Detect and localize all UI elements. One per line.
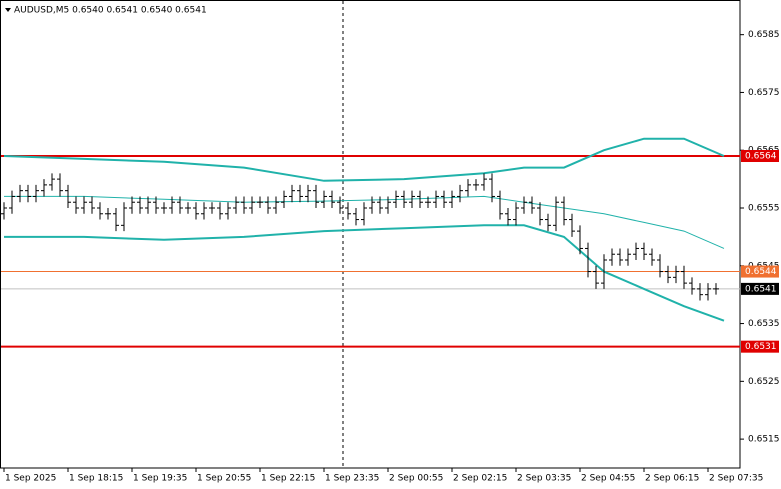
level-label-box xyxy=(741,340,779,353)
last-price-label: 0.6541 xyxy=(745,284,777,294)
y-tick-label: 0.6585 xyxy=(748,30,780,40)
level-label-box xyxy=(741,265,779,278)
menu-triangle xyxy=(5,8,11,12)
y-tick-label: 0.6575 xyxy=(748,88,780,98)
x-tick-label: 1 Sep 2025 xyxy=(5,474,56,484)
last-price-label-box xyxy=(741,282,779,295)
level-label-box xyxy=(741,150,779,162)
plot-frame xyxy=(0,0,741,469)
y-tick-label: 0.6515 xyxy=(748,435,780,445)
x-tick-label: 1 Sep 23:35 xyxy=(325,474,379,484)
y-tick-label: 0.6535 xyxy=(748,319,780,329)
level-label: 0.6531 xyxy=(745,342,777,352)
level-label: 0.6544 xyxy=(745,267,777,277)
y-tick-label: 0.6525 xyxy=(748,377,780,387)
band-line xyxy=(4,195,725,249)
x-tick-label: 2 Sep 04:55 xyxy=(581,474,635,484)
x-tick-label: 2 Sep 02:15 xyxy=(453,474,507,484)
x-tick-label: 1 Sep 22:15 xyxy=(261,474,315,484)
x-tick-label: 2 Sep 07:35 xyxy=(709,474,763,484)
level-label: 0.6564 xyxy=(745,152,777,162)
chart-title: AUDUSD,M5 0.6540 0.6541 0.6540 0.6541 xyxy=(14,6,207,16)
x-tick-label: 2 Sep 03:35 xyxy=(517,474,571,484)
y-tick-label: 0.6555 xyxy=(748,204,780,214)
x-tick-label: 2 Sep 06:15 xyxy=(645,474,699,484)
x-tick-label: 1 Sep 19:35 xyxy=(133,474,187,484)
x-tick-label: 1 Sep 20:55 xyxy=(197,474,251,484)
x-tick-label: 1 Sep 18:15 xyxy=(69,474,123,484)
x-tick-label: 2 Sep 00:55 xyxy=(389,474,443,484)
band-line xyxy=(4,224,725,322)
band-line xyxy=(3,137,725,182)
